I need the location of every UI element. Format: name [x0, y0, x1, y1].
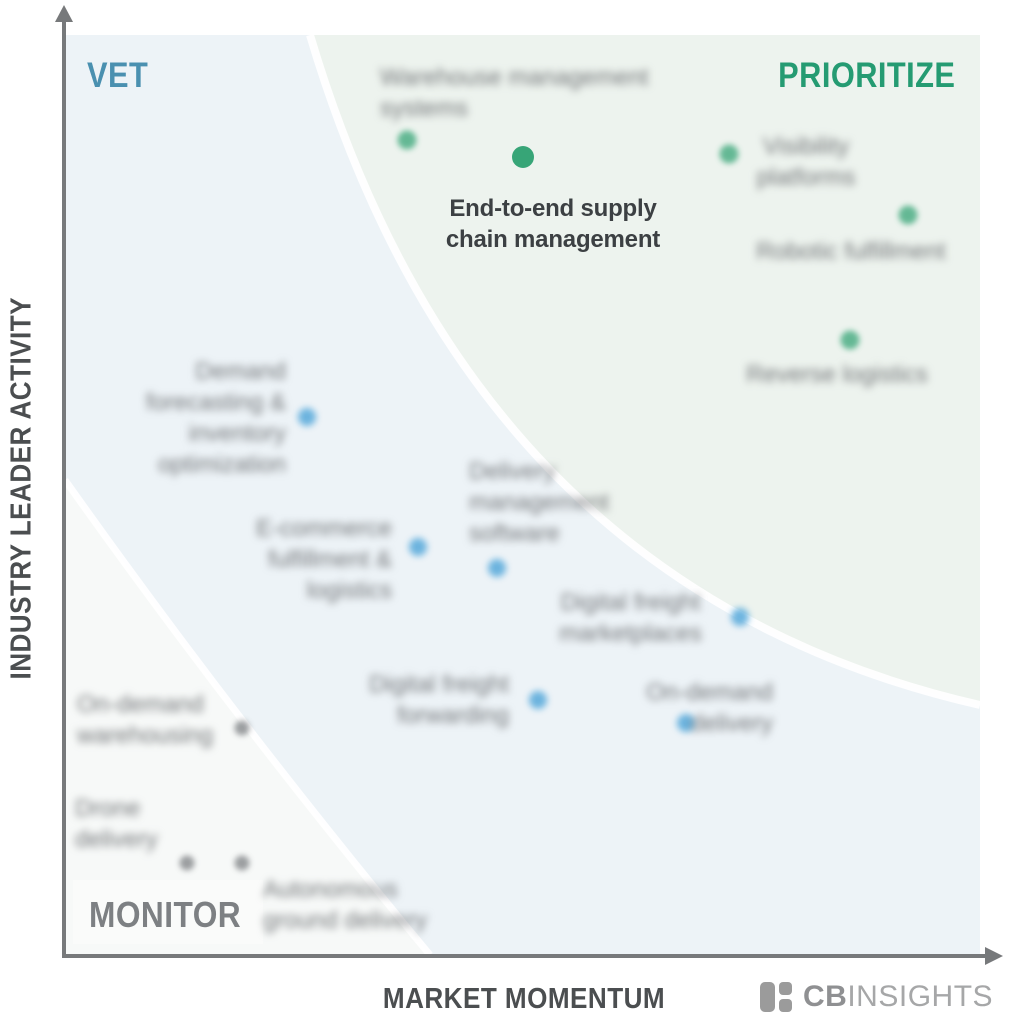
vet-quadrant-label: VET: [87, 56, 149, 95]
monitor-zone-background: [65, 480, 430, 955]
drone-delivery-label: Drone delivery: [75, 795, 158, 853]
x-axis-arrow-icon: [985, 947, 1003, 965]
robotic-fulfillment-label: Robotic fulfillment: [756, 238, 946, 265]
digital-freight-marketplaces-dot: [731, 608, 749, 626]
warehouse-management-systems-dot: [397, 130, 417, 150]
logo-text-insights: INSIGHTS: [847, 980, 994, 1013]
y-axis-title: INDUSTRY LEADER ACTIVITY: [5, 296, 38, 680]
on-demand-delivery-label: On-demand delivery: [646, 679, 773, 737]
monitor-quadrant-label: MONITOR: [89, 894, 242, 935]
digital-freight-forwarding-label: Digital freight forwarding: [368, 671, 509, 729]
delivery-management-software-label: Delivery management software: [469, 458, 610, 547]
monitor-zone-boundary: [62, 477, 433, 958]
visibility-platforms-dot: [719, 144, 739, 164]
autonomous-ground-delivery-dot: [234, 855, 250, 871]
prioritize-zone-boundary: [306, 33, 981, 709]
prioritize-quadrant-label: PRIORITIZE: [777, 56, 955, 95]
end-to-end-supply-chain-management-label: End-to-end supply chain management: [445, 195, 661, 253]
on-demand-warehousing-dot: [234, 720, 250, 736]
autonomous-ground-delivery-label: Autonomous ground delivery: [263, 876, 428, 934]
warehouse-management-systems-label: Warehouse management systems: [380, 64, 649, 122]
cb-insights-logo-icon: [760, 982, 792, 1012]
end-to-end-supply-chain-management-dot: [512, 146, 534, 168]
visibility-platforms-label: Visibility platforms: [756, 133, 856, 191]
digital-freight-forwarding-dot: [529, 691, 547, 709]
demand-forecasting-label: Demand forecasting & inventory optimizat…: [145, 358, 286, 478]
x-axis-title: MARKET MOMENTUM: [382, 983, 666, 1015]
on-demand-delivery-dot: [677, 714, 695, 732]
ecommerce-fulfillment-dot: [409, 538, 427, 556]
y-axis-arrow-icon: [55, 5, 73, 22]
demand-forecasting-dot: [298, 408, 316, 426]
ecommerce-fulfillment-label: E-commerce fulfillment & logistics: [255, 515, 392, 604]
reverse-logistics-dot: [840, 330, 860, 350]
robotic-fulfillment-dot: [898, 205, 918, 225]
digital-freight-marketplaces-label: Digital freight marketplaces: [559, 589, 702, 647]
drone-delivery-dot: [179, 855, 195, 871]
delivery-management-software-dot: [488, 559, 506, 577]
monitor-label-backdrop: [73, 880, 263, 944]
logo-text-cb: CB: [803, 980, 848, 1013]
on-demand-warehousing-label: On-demand warehousing: [77, 691, 214, 749]
reverse-logistics-label: Reverse logistics: [746, 361, 928, 388]
prioritize-zone-background: [310, 35, 980, 705]
cb-insights-logo: CB INSIGHTS: [759, 980, 993, 1014]
